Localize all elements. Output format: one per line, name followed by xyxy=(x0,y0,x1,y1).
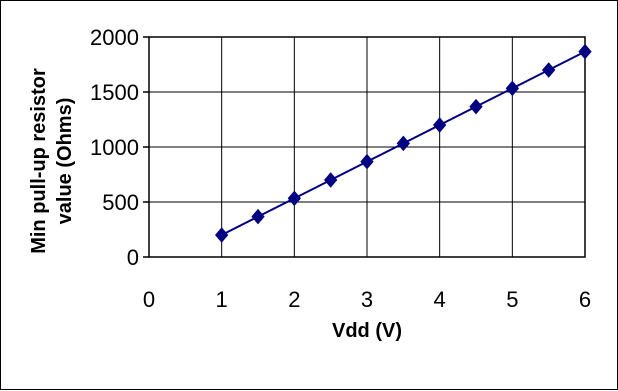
y-axis-title: Min pull-up resistor value (Ohms) xyxy=(28,68,76,254)
data-point-marker xyxy=(505,80,519,97)
x-tick-label: 1 xyxy=(216,287,228,312)
x-tick-label: 3 xyxy=(361,287,373,312)
x-tick-label: 6 xyxy=(579,287,591,312)
series-layer xyxy=(215,43,592,243)
data-point-marker xyxy=(469,98,483,115)
x-tick-label: 0 xyxy=(143,287,155,312)
y-tick-labels: 0 500 1000 1500 2000 xyxy=(90,25,149,270)
data-point-marker xyxy=(542,62,556,78)
y-tick-label: 1000 xyxy=(90,135,139,160)
y-axis-title-line-2: value (Ohms) xyxy=(54,98,76,225)
y-tick-label: 500 xyxy=(102,190,139,215)
data-point-marker xyxy=(324,172,338,188)
data-point-marker xyxy=(433,117,447,133)
x-tick-label: 5 xyxy=(506,287,518,312)
y-tick-label: 1500 xyxy=(90,80,139,105)
data-point-marker xyxy=(287,190,301,207)
y-tick-label: 2000 xyxy=(90,25,139,50)
data-point-marker xyxy=(578,43,592,60)
data-point-marker xyxy=(360,153,374,170)
x-tick-label: 4 xyxy=(434,287,446,312)
x-tick-label: 2 xyxy=(288,287,300,312)
y-axis-title-line-1: Min pull-up resistor xyxy=(28,68,50,254)
y-tick-label: 0 xyxy=(127,245,139,270)
data-point-marker xyxy=(251,208,265,225)
data-point-marker xyxy=(396,135,410,152)
x-axis-title: Vdd (V) xyxy=(332,320,402,342)
x-tick-labels: 0 1 2 3 4 5 6 xyxy=(143,287,591,312)
data-point-marker xyxy=(215,227,229,243)
